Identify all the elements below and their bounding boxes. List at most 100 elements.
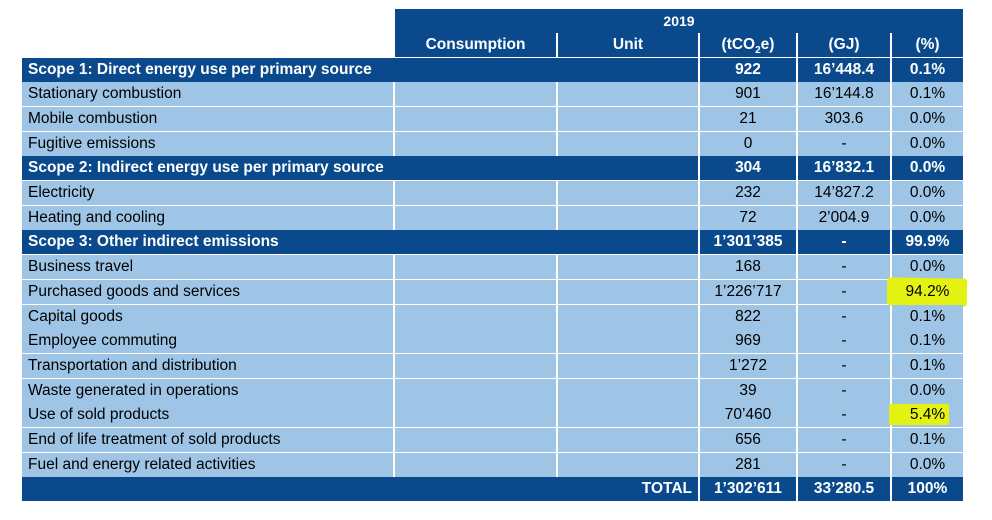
total-gj: 33’280.5: [798, 477, 890, 501]
gj-cell: -: [798, 132, 890, 156]
unit-cell: [558, 280, 698, 304]
pct-cell: 0.0%: [892, 181, 963, 205]
unit-cell: [558, 255, 698, 279]
row-label: Waste generated in operations: [22, 379, 393, 403]
gj-cell: -: [798, 428, 890, 452]
row-label: Capital goods: [22, 305, 393, 329]
total-tco2e: 1’302’611: [700, 477, 796, 501]
row-label: Transportation and distribution: [22, 354, 393, 378]
row-label: End of life treatment of sold products: [22, 428, 393, 452]
consumption-cell: [395, 329, 556, 353]
gj-cell: 14’827.2: [798, 181, 890, 205]
tco2e-cell: 168: [700, 255, 796, 279]
tco2e-cell: 21: [700, 107, 796, 131]
unit-cell: [558, 181, 698, 205]
unit-cell: [558, 329, 698, 353]
col-header-pct: (%): [892, 33, 963, 57]
pct-value: 5.4%: [909, 406, 946, 423]
pct-cell: 0.0%: [892, 255, 963, 279]
gj-cell: -: [798, 453, 890, 477]
col-header-unit: Unit: [558, 33, 698, 57]
highlight-mark: [889, 404, 949, 425]
consumption-cell: [395, 255, 556, 279]
pct-cell: 0.0%: [892, 206, 963, 230]
pct-cell: 0.1%: [892, 354, 963, 378]
unit-cell: [558, 82, 698, 106]
tco2e-cell: 281: [700, 453, 796, 477]
pct-cell: 0.0%: [892, 453, 963, 477]
tco2e-cell: 1’226’717: [700, 280, 796, 304]
pct-cell: 0.1%: [892, 58, 963, 82]
row-label: Heating and cooling: [22, 206, 393, 230]
pct-cell: 0.0%: [892, 107, 963, 131]
unit-cell: [558, 403, 698, 427]
row-label: Scope 1: Direct energy use per primary s…: [22, 58, 698, 82]
unit-cell: [558, 132, 698, 156]
pct-cell: 0.0%: [892, 132, 963, 156]
unit-cell: [558, 379, 698, 403]
consumption-cell: [395, 82, 556, 106]
gj-cell: 2’004.9: [798, 206, 890, 230]
tco2e-cell: 1’272: [700, 354, 796, 378]
pct-cell: 0.1%: [892, 82, 963, 106]
pct-value: 94.2%: [905, 283, 950, 300]
gj-cell: 16’832.1: [798, 156, 890, 180]
tco2e-cell: 1’301’385: [700, 230, 796, 254]
consumption-cell: [395, 132, 556, 156]
tco2e-cell: 901: [700, 82, 796, 106]
tco2e-cell: 39: [700, 379, 796, 403]
row-label: Business travel: [22, 255, 393, 279]
gj-cell: -: [798, 230, 890, 254]
gj-cell: -: [798, 280, 890, 304]
gj-cell: -: [798, 329, 890, 353]
consumption-cell: [395, 206, 556, 230]
tco2e-cell: 232: [700, 181, 796, 205]
tco2e-cell: 822: [700, 305, 796, 329]
unit-cell: [558, 453, 698, 477]
tco2e-cell: 656: [700, 428, 796, 452]
unit-cell: [558, 107, 698, 131]
tco2e-cell: 0: [700, 132, 796, 156]
row-label: Stationary combustion: [22, 82, 393, 106]
pct-cell: 0.1%: [892, 329, 963, 353]
col-header-gj: (GJ): [798, 33, 890, 57]
gj-cell: -: [798, 403, 890, 427]
unit-cell: [558, 206, 698, 230]
tco2e-cell: 72: [700, 206, 796, 230]
row-label: Purchased goods and services: [22, 280, 393, 304]
pct-cell: 0.0%: [892, 379, 963, 403]
consumption-cell: [395, 107, 556, 131]
gj-cell: 16’448.4: [798, 58, 890, 82]
consumption-cell: [395, 428, 556, 452]
pct-cell-highlighted: 94.2%: [886, 277, 968, 307]
pct-cell-highlighted: 5.4%: [889, 403, 963, 427]
unit-cell: [558, 305, 698, 329]
consumption-cell: [395, 379, 556, 403]
tco2e-cell: 304: [700, 156, 796, 180]
row-label: Employee commuting: [22, 329, 393, 353]
unit-cell: [558, 354, 698, 378]
row-label: Use of sold products: [22, 403, 393, 427]
tco2e-cell: 969: [700, 329, 796, 353]
col-header-tco2e: (tCO2e): [700, 33, 796, 57]
pct-cell: 0.1%: [892, 305, 963, 329]
row-label: Fuel and energy related activities: [22, 453, 393, 477]
total-label: TOTAL: [22, 477, 698, 501]
consumption-cell: [395, 403, 556, 427]
consumption-cell: [395, 354, 556, 378]
unit-cell: [558, 428, 698, 452]
consumption-cell: [395, 280, 556, 304]
gj-cell: -: [798, 379, 890, 403]
gj-cell: -: [798, 305, 890, 329]
consumption-cell: [395, 453, 556, 477]
gj-cell: 16’144.8: [798, 82, 890, 106]
row-label: Scope 2: Indirect energy use per primary…: [22, 156, 698, 180]
row-label: Scope 3: Other indirect emissions: [22, 230, 698, 254]
year-header: 2019: [395, 9, 963, 33]
consumption-cell: [395, 305, 556, 329]
row-label: Electricity: [22, 181, 393, 205]
pct-cell: 99.9%: [892, 230, 963, 254]
col-header-consumption: Consumption: [395, 33, 556, 57]
total-pct: 100%: [892, 477, 963, 501]
tco2e-cell: 70’460: [700, 403, 796, 427]
